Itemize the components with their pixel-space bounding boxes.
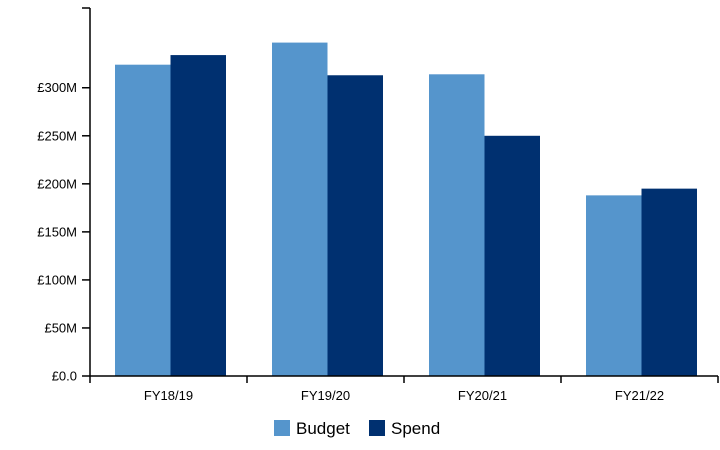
y-tick-label: £100M	[37, 272, 77, 287]
bar-spend-0	[170, 55, 226, 376]
x-tick-label: FY19/20	[301, 388, 350, 403]
legend-label-spend: Spend	[391, 419, 440, 438]
y-tick-label: £0.0	[52, 369, 77, 384]
x-tick-label: FY18/19	[144, 388, 193, 403]
x-tick-label: FY20/21	[458, 388, 507, 403]
legend-swatch-spend	[369, 420, 385, 436]
y-tick-label: £300M	[37, 80, 77, 95]
y-tick-label: £250M	[37, 128, 77, 143]
bar-budget-2	[429, 74, 485, 377]
y-ticks-layer: £0.0 £50M £100M £150M £200M £250M £300M	[37, 7, 90, 384]
y-tick-label: £150M	[37, 224, 77, 239]
y-tick-label: £50M	[44, 320, 77, 335]
legend-label-budget: Budget	[296, 419, 350, 438]
bar-spend-2	[484, 135, 540, 376]
x-tick-label: FY21/22	[615, 388, 664, 403]
bar-spend-1	[327, 75, 383, 376]
bar-budget-3	[586, 195, 642, 376]
bars-layer	[115, 42, 697, 377]
y-tick-label: £200M	[37, 176, 77, 191]
bar-budget-1	[272, 42, 328, 377]
bar-spend-3	[641, 188, 697, 376]
legend: Budget Spend	[274, 419, 440, 438]
bar-budget-0	[115, 64, 171, 376]
legend-swatch-budget	[274, 420, 290, 436]
x-ticks-layer: FY18/19 FY19/20 FY20/21 FY21/22	[89, 376, 719, 403]
